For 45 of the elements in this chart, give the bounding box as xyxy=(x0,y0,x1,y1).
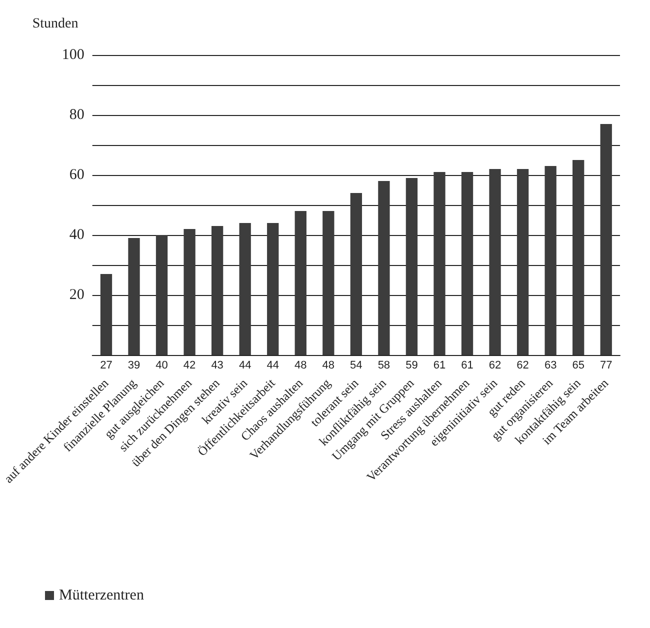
bar xyxy=(600,124,612,355)
y-tick-label: 100 xyxy=(62,47,84,63)
data-label: 62 xyxy=(488,360,502,372)
data-label: 27 xyxy=(100,360,112,372)
bar xyxy=(406,178,418,355)
y-tick-label: 80 xyxy=(69,107,84,123)
data-label: 48 xyxy=(294,360,307,372)
bar xyxy=(100,274,112,355)
data-label: 39 xyxy=(128,360,140,372)
bar xyxy=(350,193,362,355)
bar xyxy=(128,238,140,355)
bar xyxy=(184,229,196,355)
y-axis-title: Stunden xyxy=(32,16,78,32)
data-label: 43 xyxy=(211,360,224,372)
y-tick-label: 60 xyxy=(69,167,84,183)
bar xyxy=(156,235,168,355)
bar xyxy=(267,223,279,355)
bar xyxy=(211,226,224,355)
data-label: 65 xyxy=(572,360,584,372)
y-tick-label: 20 xyxy=(69,287,84,303)
data-label: 48 xyxy=(322,360,335,372)
bar xyxy=(516,169,529,355)
data-label: 77 xyxy=(600,360,612,372)
data-label: 62 xyxy=(516,360,529,372)
data-label: 44 xyxy=(238,360,252,372)
data-label: 54 xyxy=(350,360,362,372)
bar xyxy=(461,172,474,355)
bar xyxy=(434,172,446,355)
data-label: 40 xyxy=(156,360,168,372)
bar xyxy=(378,181,390,355)
bar xyxy=(322,211,334,355)
data-label: 59 xyxy=(406,360,418,372)
legend-label: Mütterzentren xyxy=(59,588,144,604)
bar xyxy=(572,160,584,355)
bar xyxy=(294,211,306,355)
bar xyxy=(489,169,501,355)
bar xyxy=(544,166,556,355)
data-label: 63 xyxy=(544,360,557,372)
data-label: 58 xyxy=(378,360,390,372)
data-label: 42 xyxy=(183,360,196,372)
data-label: 44 xyxy=(266,360,279,372)
data-label: 61 xyxy=(433,360,446,372)
y-tick-label: 40 xyxy=(69,227,84,243)
bar xyxy=(239,223,251,355)
data-label: 61 xyxy=(461,360,474,372)
